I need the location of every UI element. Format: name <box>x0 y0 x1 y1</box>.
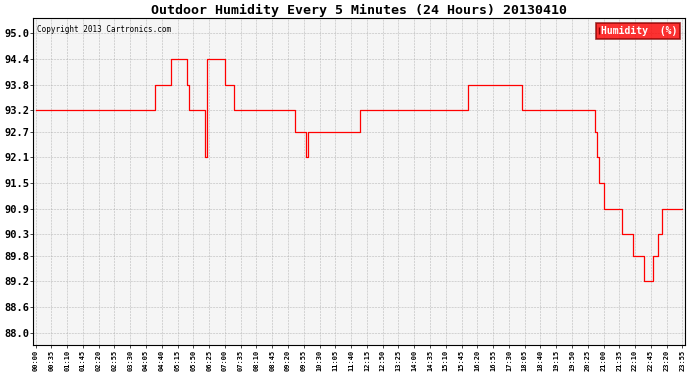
Legend: Humidity  (%): Humidity (%) <box>595 23 680 39</box>
Text: Copyright 2013 Cartronics.com: Copyright 2013 Cartronics.com <box>37 25 170 34</box>
Title: Outdoor Humidity Every 5 Minutes (24 Hours) 20130410: Outdoor Humidity Every 5 Minutes (24 Hou… <box>151 4 567 17</box>
